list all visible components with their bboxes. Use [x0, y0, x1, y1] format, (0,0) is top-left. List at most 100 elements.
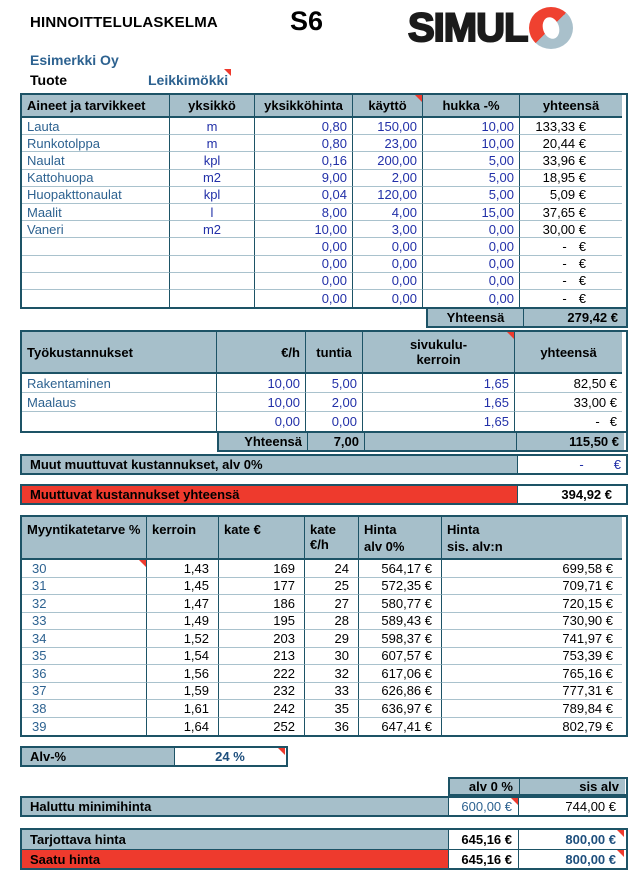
material-total-cell[interactable]: 5,09 € — [520, 186, 622, 204]
labor-rate-cell[interactable]: 0,00 — [217, 412, 306, 432]
material-price-cell[interactable]: 0,16 — [255, 152, 353, 170]
material-price-cell[interactable]: 9,00 — [255, 169, 353, 187]
material-unit-cell[interactable]: m2 — [170, 221, 255, 239]
margin-price-alv0-cell[interactable]: 564,17 € — [359, 560, 442, 578]
material-waste-cell[interactable]: 5,00 — [423, 169, 520, 187]
margin-price-incl-cell[interactable]: 709,71 € — [442, 577, 622, 596]
margin-kate-cell[interactable]: 169 — [219, 560, 305, 578]
margin-price-alv0-cell[interactable]: 617,06 € — [359, 665, 442, 683]
material-total-cell[interactable]: - € — [520, 272, 622, 290]
margin-kate-h-cell[interactable]: 25 — [305, 577, 359, 596]
labor-rate-cell[interactable]: 10,00 — [217, 374, 306, 394]
material-usage-cell[interactable]: 2,00 — [353, 169, 423, 187]
material-price-cell[interactable]: 0,00 — [255, 289, 353, 308]
labor-factor-cell[interactable]: 1,65 — [363, 374, 515, 394]
margin-pct-cell[interactable]: 32 — [22, 595, 147, 613]
margin-pct-cell[interactable]: 31 — [22, 577, 147, 596]
margin-price-incl-cell[interactable]: 699,58 € — [442, 560, 622, 578]
material-name-cell[interactable] — [22, 238, 170, 256]
labor-name-cell[interactable]: Maalaus — [22, 393, 217, 413]
final-price-alv0-cell[interactable]: 645,16 € — [449, 850, 519, 869]
margin-kate-h-cell[interactable]: 29 — [305, 630, 359, 648]
margin-price-incl-cell[interactable]: 789,84 € — [442, 700, 622, 718]
margin-price-incl-cell[interactable]: 730,90 € — [442, 612, 622, 631]
material-usage-cell[interactable]: 200,00 — [353, 152, 423, 170]
margin-pct-cell[interactable]: 33 — [22, 612, 147, 631]
material-total-cell[interactable]: 30,00 € — [520, 221, 622, 239]
material-total-cell[interactable]: 37,65 € — [520, 203, 622, 222]
material-usage-cell[interactable]: 150,00 — [353, 118, 423, 136]
material-waste-cell[interactable]: 0,00 — [423, 272, 520, 290]
material-price-cell[interactable]: 8,00 — [255, 203, 353, 222]
material-total-cell[interactable]: 133,33 € — [520, 118, 622, 136]
materials-total-value[interactable]: 279,42 € — [524, 309, 626, 327]
margin-kate-cell[interactable]: 252 — [219, 717, 305, 736]
material-waste-cell[interactable]: 10,00 — [423, 118, 520, 136]
margin-price-alv0-cell[interactable]: 572,35 € — [359, 577, 442, 596]
labor-factor-cell[interactable]: 1,65 — [363, 393, 515, 413]
margin-price-alv0-cell[interactable]: 607,57 € — [359, 647, 442, 666]
labor-total-cell[interactable]: 33,00 € — [515, 393, 622, 413]
labor-hours-cell[interactable]: 0,00 — [306, 412, 363, 432]
labor-total-hours[interactable]: 7,00 — [308, 433, 365, 451]
material-usage-cell[interactable]: 4,00 — [353, 203, 423, 222]
margin-kerroin-cell[interactable]: 1,61 — [147, 700, 219, 718]
material-unit-cell[interactable] — [170, 289, 255, 308]
material-total-cell[interactable]: - € — [520, 255, 622, 273]
margin-price-incl-cell[interactable]: 720,15 € — [442, 595, 622, 613]
material-name-cell[interactable]: Naulat — [22, 152, 170, 170]
variable-total-value[interactable]: 394,92 € — [518, 486, 626, 504]
labor-hours-cell[interactable]: 5,00 — [306, 374, 363, 394]
material-unit-cell[interactable]: m2 — [170, 169, 255, 187]
margin-kerroin-cell[interactable]: 1,43 — [147, 560, 219, 578]
material-usage-cell[interactable]: 0,00 — [353, 289, 423, 308]
margin-kate-h-cell[interactable]: 30 — [305, 647, 359, 666]
material-waste-cell[interactable]: 10,00 — [423, 135, 520, 153]
material-unit-cell[interactable]: kpl — [170, 186, 255, 204]
material-name-cell[interactable] — [22, 255, 170, 273]
material-total-cell[interactable]: 18,95 € — [520, 169, 622, 187]
margin-price-incl-cell[interactable]: 753,39 € — [442, 647, 622, 666]
labor-hours-cell[interactable]: 2,00 — [306, 393, 363, 413]
margin-kerroin-cell[interactable]: 1,47 — [147, 595, 219, 613]
material-name-cell[interactable]: Maalit — [22, 203, 170, 222]
margin-kate-h-cell[interactable]: 32 — [305, 665, 359, 683]
margin-price-alv0-cell[interactable]: 636,97 € — [359, 700, 442, 718]
material-unit-cell[interactable]: l — [170, 203, 255, 222]
margin-kerroin-cell[interactable]: 1,56 — [147, 665, 219, 683]
material-unit-cell[interactable] — [170, 238, 255, 256]
material-usage-cell[interactable]: 3,00 — [353, 221, 423, 239]
material-price-cell[interactable]: 0,00 — [255, 255, 353, 273]
material-name-cell[interactable] — [22, 289, 170, 308]
margin-price-alv0-cell[interactable]: 598,37 € — [359, 630, 442, 648]
margin-kerroin-cell[interactable]: 1,52 — [147, 630, 219, 648]
margin-kate-h-cell[interactable]: 36 — [305, 717, 359, 736]
margin-pct-cell[interactable]: 35 — [22, 647, 147, 666]
margin-pct-cell[interactable]: 38 — [22, 700, 147, 718]
margin-kate-cell[interactable]: 203 — [219, 630, 305, 648]
other-costs-value[interactable]: - € — [518, 456, 626, 474]
margin-price-incl-cell[interactable]: 765,16 € — [442, 665, 622, 683]
material-usage-cell[interactable]: 0,00 — [353, 238, 423, 256]
material-total-cell[interactable]: - € — [520, 289, 622, 308]
labor-factor-cell[interactable]: 1,65 — [363, 412, 515, 432]
margin-price-alv0-cell[interactable]: 626,86 € — [359, 682, 442, 701]
vat-value-cell[interactable]: 24 % — [175, 748, 285, 766]
material-name-cell[interactable]: Lauta — [22, 118, 170, 136]
margin-kate-cell[interactable]: 232 — [219, 682, 305, 701]
margin-kate-cell[interactable]: 195 — [219, 612, 305, 631]
margin-kate-cell[interactable]: 186 — [219, 595, 305, 613]
margin-kate-h-cell[interactable]: 28 — [305, 612, 359, 631]
material-name-cell[interactable]: Vaneri — [22, 221, 170, 239]
material-unit-cell[interactable]: m — [170, 118, 255, 136]
labor-total-cell[interactable]: 82,50 € — [515, 374, 622, 394]
labor-total-value[interactable]: 115,50 € — [517, 433, 624, 451]
material-waste-cell[interactable]: 0,00 — [423, 289, 520, 308]
material-unit-cell[interactable] — [170, 272, 255, 290]
material-waste-cell[interactable]: 15,00 — [423, 203, 520, 222]
material-unit-cell[interactable] — [170, 255, 255, 273]
margin-kerroin-cell[interactable]: 1,49 — [147, 612, 219, 631]
min-price-sisalv-cell[interactable]: 744,00 € — [519, 798, 624, 816]
material-name-cell[interactable] — [22, 272, 170, 290]
material-unit-cell[interactable]: m — [170, 135, 255, 153]
